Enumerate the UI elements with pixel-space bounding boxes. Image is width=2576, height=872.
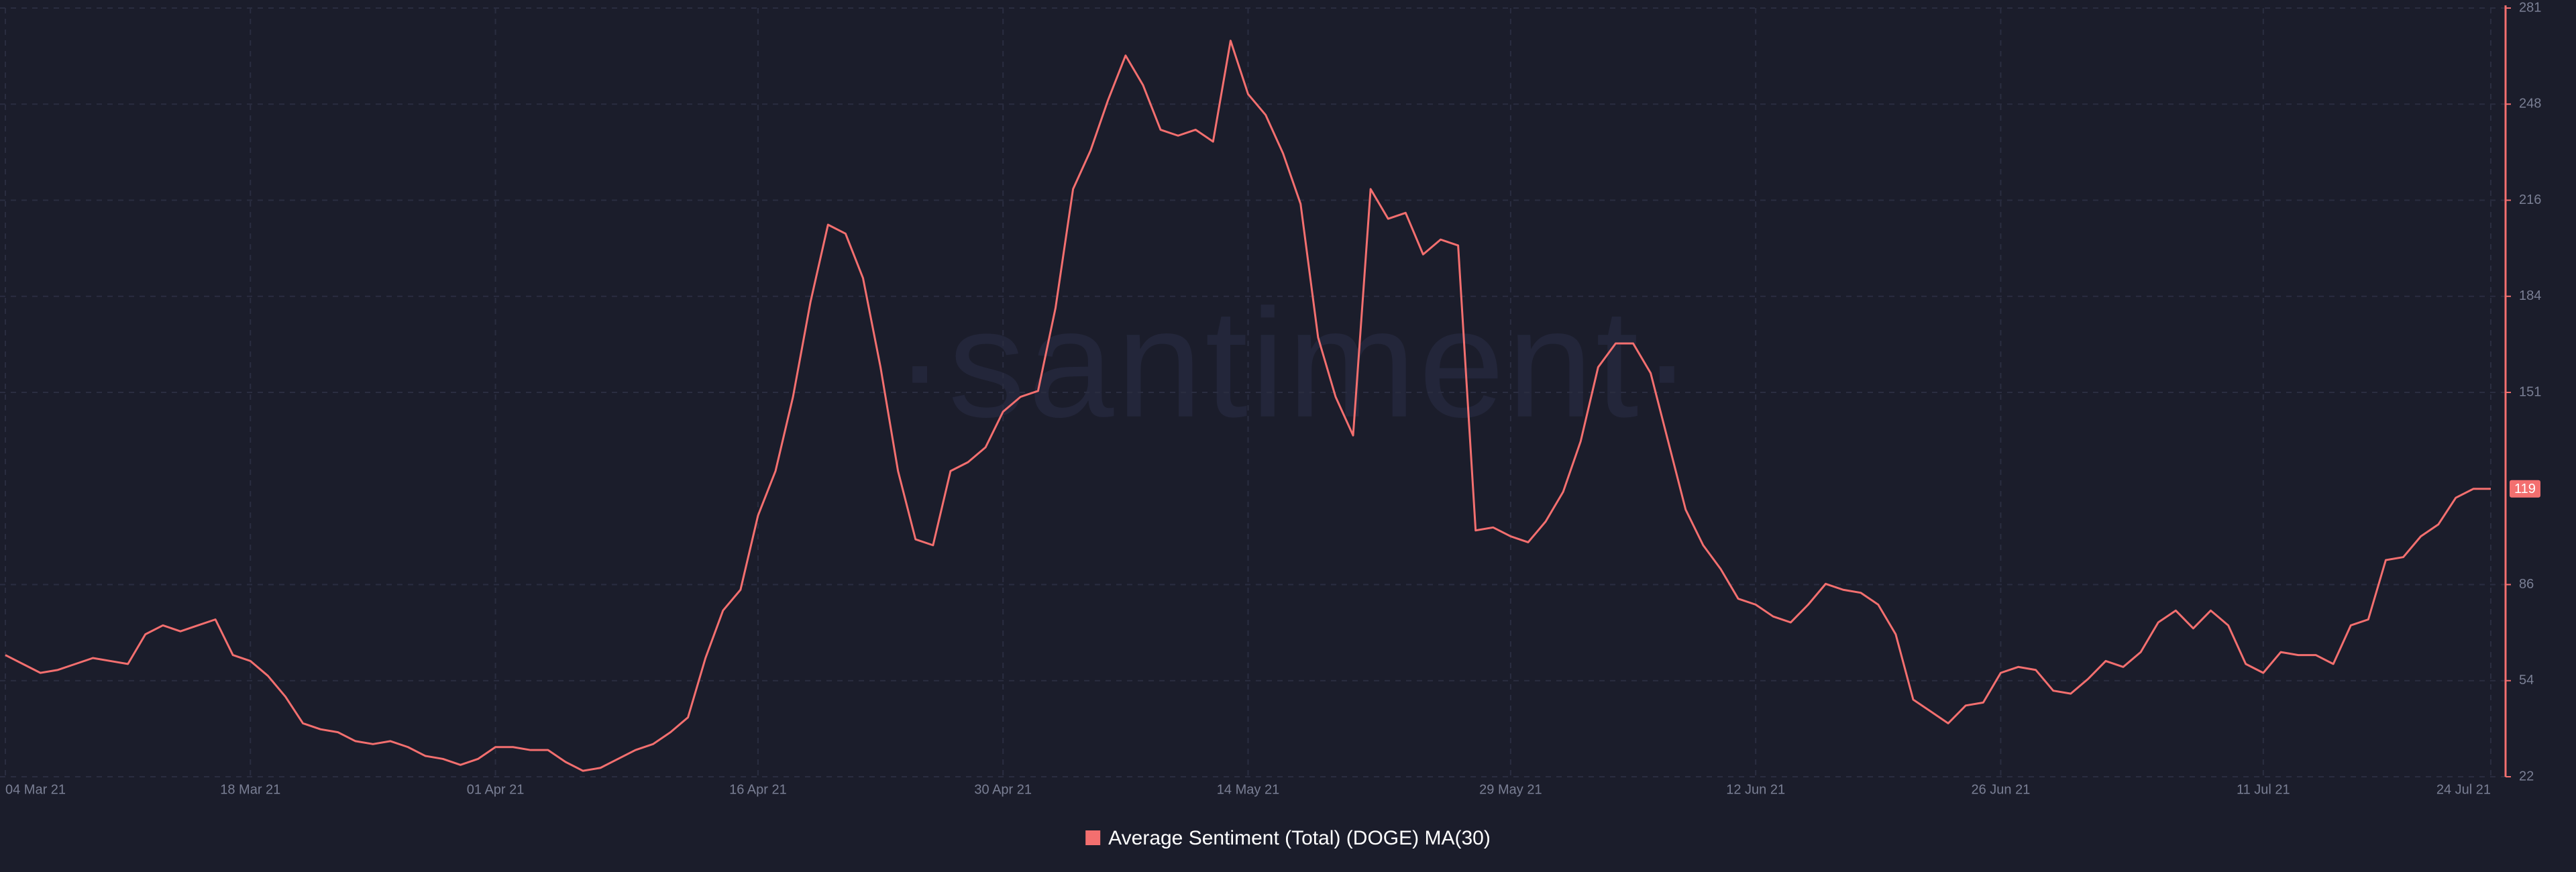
x-tick-label: 11 Jul 21 xyxy=(2237,782,2290,797)
x-tick-label: 18 Mar 21 xyxy=(220,782,280,797)
legend-label: Average Sentiment (Total) (DOGE) MA(30) xyxy=(1108,827,1491,849)
x-tick-label: 14 May 21 xyxy=(1217,782,1279,797)
value-badge-label: 119 xyxy=(2514,482,2536,496)
y-tick-label: 86 xyxy=(2519,577,2534,592)
y-tick-label: 151 xyxy=(2519,384,2541,399)
x-tick-label: 04 Mar 21 xyxy=(5,782,66,797)
y-tick-label: 184 xyxy=(2519,288,2541,303)
y-tick-label: 54 xyxy=(2519,673,2534,688)
x-tick-label: 29 May 21 xyxy=(1479,782,1542,797)
y-tick-label: 22 xyxy=(2519,769,2534,783)
y-tick-label: 248 xyxy=(2519,97,2541,111)
x-tick-label: 01 Apr 21 xyxy=(467,782,525,797)
watermark: ·santiment· xyxy=(894,277,1695,449)
legend: Average Sentiment (Total) (DOGE) MA(30) xyxy=(1085,827,1491,849)
y-tick-label: 281 xyxy=(2519,0,2541,15)
y-tick-label: 216 xyxy=(2519,193,2541,207)
legend-swatch xyxy=(1085,830,1101,845)
x-tick-label: 26 Jun 21 xyxy=(1972,782,2031,797)
line xyxy=(5,40,2491,772)
x-tick-label: 12 Jun 21 xyxy=(1726,782,1785,797)
x-tick-label: 16 Apr 21 xyxy=(729,782,787,797)
value-badge xyxy=(2510,480,2540,498)
x-tick-label: 24 Jul 21 xyxy=(2436,782,2491,797)
x-tick-label: 30 Apr 21 xyxy=(974,782,1032,797)
